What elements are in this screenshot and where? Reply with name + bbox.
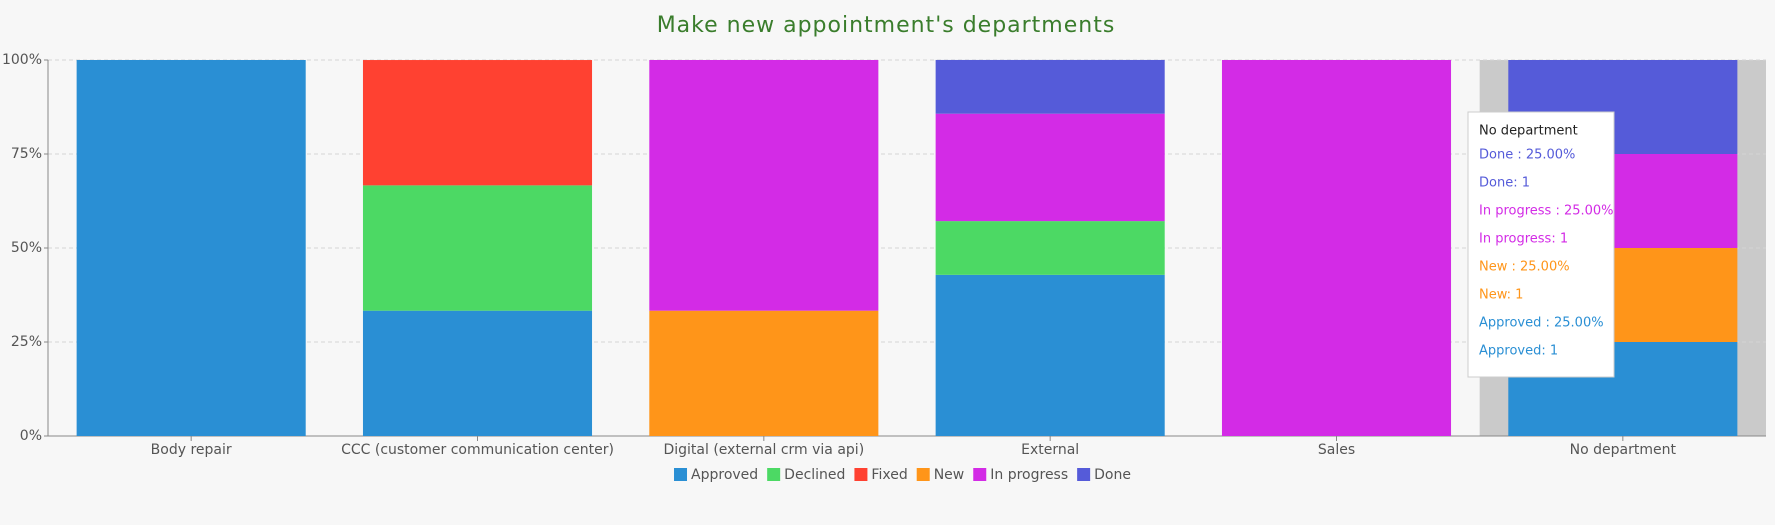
x-tick-label: External	[1021, 442, 1079, 458]
legend-label[interactable]: Approved	[691, 467, 758, 483]
bar-segment	[362, 185, 593, 311]
tooltip-line: Approved: 1	[1479, 344, 1558, 359]
tooltip-line: In progress : 25.00%	[1479, 204, 1614, 219]
legend-label[interactable]: Declined	[784, 467, 845, 483]
tooltip-line: New : 25.00%	[1479, 260, 1570, 275]
bar-segment	[935, 113, 1165, 222]
bar-segment	[935, 274, 1165, 436]
legend-label[interactable]: Done	[1094, 467, 1131, 483]
x-tick-label: Digital (external crm via api)	[663, 442, 864, 458]
y-tick-label: 0%	[20, 428, 42, 444]
legend-swatch	[973, 468, 987, 481]
legend-swatch	[916, 468, 930, 481]
tooltip-line: Approved : 25.00%	[1479, 316, 1604, 331]
legend-swatch	[854, 468, 868, 481]
bar-segment	[76, 60, 306, 436]
tooltip-line: Done : 25.00%	[1479, 148, 1575, 163]
tooltip-title: No department	[1479, 124, 1578, 139]
y-tick-label: 50%	[11, 240, 42, 256]
bar-segment	[1221, 60, 1452, 436]
bar-segment	[649, 310, 879, 436]
x-tick-label: Body repair	[151, 442, 232, 458]
legend: Approved Declined Fixed New In progress Done	[674, 467, 1131, 483]
tooltip-line: New: 1	[1479, 288, 1523, 303]
x-tick-label: Sales	[1318, 442, 1355, 458]
tooltip: No department Done : 25.00% Done: 1 In prog…	[1467, 111, 1615, 378]
bar-segment	[362, 60, 593, 186]
y-tick-label: 25%	[11, 334, 42, 350]
chart-title: Make new appointment's departments	[657, 13, 1116, 38]
legend-swatch	[1077, 468, 1091, 481]
bar-segment	[935, 59, 1165, 114]
x-tick-label: CCC (customer communication center)	[341, 442, 614, 458]
bar-segment	[362, 310, 593, 436]
tooltip-line: In progress: 1	[1479, 232, 1568, 247]
x-tick-label: No department	[1570, 442, 1677, 458]
legend-label[interactable]: New	[934, 467, 965, 483]
y-tick-label: 100%	[2, 52, 42, 68]
legend-swatch	[674, 468, 688, 481]
legend-label[interactable]: Fixed	[871, 467, 907, 483]
y-tick-label: 75%	[11, 146, 42, 162]
bar-segment	[935, 221, 1165, 275]
legend-swatch	[767, 468, 781, 481]
bar-segment	[649, 60, 879, 311]
legend-label[interactable]: In progress	[990, 467, 1068, 483]
tooltip-line: Done: 1	[1479, 176, 1530, 191]
tooltip-box	[1467, 111, 1615, 378]
